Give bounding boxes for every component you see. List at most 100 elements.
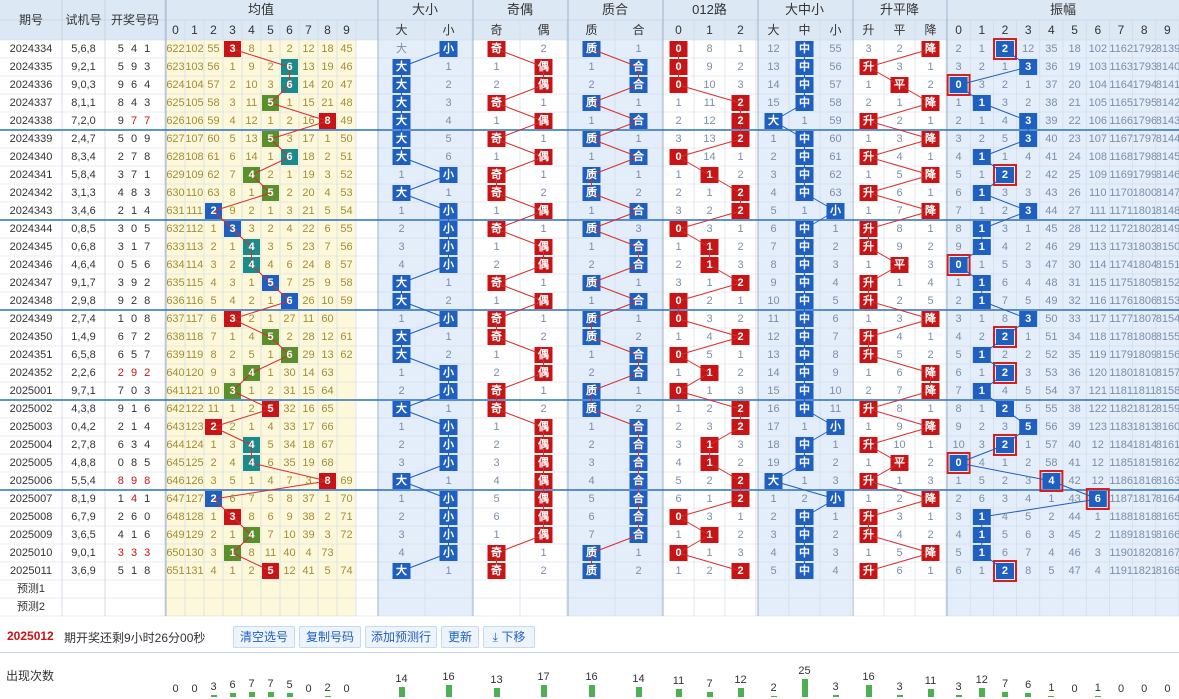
draw-cell: 3 1 7: [105, 238, 165, 256]
miss-cell: 131: [185, 565, 204, 577]
miss-cell: 6: [210, 313, 217, 325]
miss-cell: 4: [955, 529, 962, 541]
miss-cell: 2: [267, 169, 274, 181]
miss-cell: 3: [737, 79, 744, 91]
sub-header: 9: [1164, 23, 1171, 37]
miss-cell: 45: [1068, 529, 1081, 541]
draw-digit: 9: [130, 475, 140, 487]
group-header: 012路: [692, 2, 727, 17]
miss-cell: 4: [896, 151, 903, 163]
move-down-button[interactable]: ⤓ 下移: [483, 626, 535, 648]
miss-cell: 127: [185, 493, 204, 505]
add-predict-row-button[interactable]: 添加预测行: [365, 626, 437, 648]
hit-cell: 4: [248, 529, 255, 541]
miss-cell: 8157: [1155, 367, 1179, 379]
miss-cell: 6: [267, 457, 274, 469]
miss-cell: 2: [248, 205, 255, 217]
predict-row-label[interactable]: 预测2: [16, 601, 46, 613]
issue-cell: 2025010: [9, 547, 53, 559]
occurrence-bar: [267, 691, 274, 697]
miss-cell: 1: [445, 61, 452, 73]
issue-cell: 2024345: [9, 241, 53, 253]
occurrence-bar: [832, 694, 839, 697]
miss-cell: 58: [340, 277, 353, 289]
miss-cell: 5: [1025, 511, 1032, 523]
miss-cell: 8139: [1155, 43, 1179, 55]
trend-line: [868, 444, 900, 464]
occurrence-value: 16: [585, 671, 598, 684]
draw-digit: 3: [130, 439, 140, 451]
miss-cell: 121: [185, 385, 204, 397]
miss-cell: 18: [767, 439, 780, 451]
draw-digit: 9: [117, 295, 126, 307]
draw-digit: 5: [130, 259, 140, 271]
miss-cell: 12: [245, 115, 258, 127]
miss-cell: 1178: [1109, 331, 1133, 343]
hit-cell: 偶: [538, 439, 549, 451]
issue-cell: 2024343: [9, 205, 53, 217]
hit-cell: 2: [1001, 43, 1009, 55]
refresh-button[interactable]: 更新: [441, 626, 479, 648]
predict-row-label[interactable]: 预测1: [16, 583, 46, 595]
draw-digit: 7: [144, 115, 153, 127]
miss-cell: 1174: [1109, 259, 1133, 271]
clear-selection-button[interactable]: 清空选号: [233, 626, 295, 648]
draw-cell: 8 9 8: [105, 472, 165, 490]
miss-cell: 2: [865, 97, 872, 109]
miss-cell: 66: [321, 421, 334, 433]
miss-cell: 2: [927, 349, 934, 361]
copy-numbers-button[interactable]: 复制号码: [299, 626, 361, 648]
occurrence-value: 6: [229, 678, 236, 691]
miss-cell: 8: [896, 223, 903, 235]
miss-cell: 5: [229, 133, 236, 145]
hit-cell: 偶: [538, 367, 549, 379]
miss-cell: 12: [302, 43, 315, 55]
miss-cell: 104: [1088, 79, 1107, 91]
miss-cell: 1: [927, 403, 934, 415]
draw-digit: 0: [117, 457, 126, 469]
issue-cell: 2024334: [9, 43, 53, 55]
miss-cell: 55: [1045, 403, 1058, 415]
draw-cell: 3 7 1: [105, 166, 165, 184]
hit-cell: 1: [978, 97, 985, 109]
miss-cell: 58: [829, 97, 842, 109]
miss-cell: 4: [896, 331, 903, 343]
trend-line: [868, 102, 931, 122]
trend-line: [804, 498, 836, 518]
draw-digit: 1: [144, 493, 153, 505]
miss-cell: 2: [540, 43, 547, 55]
group-header: 质合: [601, 2, 628, 17]
hit-cell: 中: [799, 565, 810, 577]
draw-digit: 5: [117, 133, 126, 145]
miss-cell: 3: [229, 367, 236, 379]
hit-cell: 0: [675, 385, 682, 397]
miss-cell: 1: [229, 529, 236, 541]
miss-cell: 4: [896, 529, 903, 541]
trial-cell: 3,4,6: [71, 205, 96, 217]
miss-cell: 2: [927, 457, 934, 469]
miss-cell: 7: [588, 529, 595, 541]
trial-cell: 3,1,3: [71, 187, 96, 199]
occurrence-value: 11: [672, 675, 685, 688]
miss-cell: 46: [1068, 547, 1081, 559]
miss-cell: 1820: [1132, 547, 1156, 559]
hit-cell: 中: [799, 439, 810, 451]
draw-digit: 7: [144, 349, 153, 361]
draw-cell: 1 0 8: [105, 310, 165, 328]
miss-cell: 648: [166, 511, 185, 523]
miss-cell: 55: [207, 43, 220, 55]
draw-digit: 9: [130, 367, 140, 379]
occurrence-bar: [955, 694, 962, 697]
miss-cell: 9: [210, 367, 217, 379]
miss-cell: 8140: [1155, 61, 1179, 73]
trend-line: [496, 300, 544, 320]
miss-cell: 628: [166, 151, 185, 163]
miss-cell: 1804: [1132, 259, 1156, 271]
miss-cell: 4: [286, 223, 293, 235]
hit-cell: 0: [675, 223, 682, 235]
trend-line: [270, 282, 290, 302]
miss-cell: 8153: [1155, 295, 1179, 307]
hit-cell: 1: [706, 367, 713, 379]
miss-cell: 125: [185, 457, 204, 469]
draw-digit: 2: [117, 367, 126, 379]
